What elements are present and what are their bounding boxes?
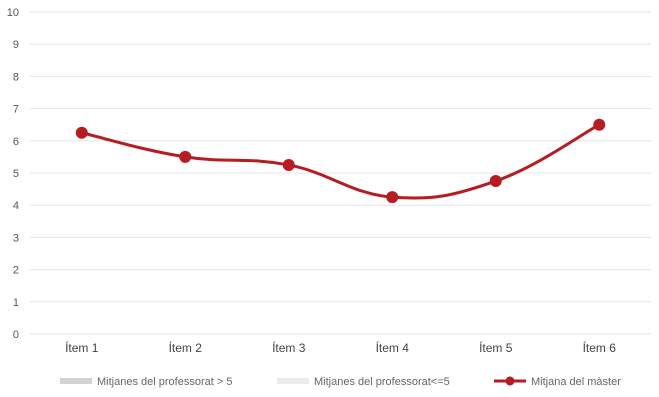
y-tick-label: 10 (7, 7, 19, 19)
data-point (489, 175, 502, 188)
legend-label: Mitjana del màster (531, 376, 621, 388)
y-tick-label: 1 (13, 297, 19, 309)
legend: Mitjanes del professorat > 5 Mitjanes del… (60, 376, 621, 388)
x-tick-label: Ítem 4 (376, 340, 410, 355)
y-tick-label: 9 (13, 39, 19, 51)
x-tick-label: Ítem 6 (583, 340, 617, 355)
data-point (593, 118, 606, 131)
y-tick-label: 7 (13, 104, 19, 116)
data-point (282, 158, 295, 171)
legend-marker (505, 376, 515, 386)
legend-swatch (277, 378, 309, 384)
legend-label: Mitjanes del professorat > 5 (97, 376, 232, 388)
x-tick-label: Ítem 1 (65, 340, 99, 355)
data-point (386, 191, 399, 204)
series-line (80, 123, 601, 200)
y-tick-label: 2 (13, 265, 19, 277)
y-tick-label: 5 (13, 168, 19, 180)
y-tick-label: 3 (13, 232, 19, 244)
x-tick-label: Ítem 5 (479, 340, 513, 355)
y-tick-label: 4 (13, 200, 19, 212)
y-tick-label: 0 (13, 329, 19, 341)
legend-label: Mitjanes del professorat<=5 (314, 376, 450, 388)
y-tick-label: 6 (13, 136, 19, 148)
y-tick-label: 8 (13, 71, 19, 83)
x-axis: Ítem 1 Ítem 2 Ítem 3 Ítem 4 Ítem 5 Ítem 6 (65, 340, 616, 355)
y-axis: 0 1 2 3 4 5 6 7 8 9 10 (7, 7, 19, 341)
legend-swatch (60, 378, 92, 384)
series-layer (75, 118, 606, 204)
data-point (75, 126, 88, 139)
x-tick-label: Ítem 2 (169, 340, 203, 355)
grid (30, 11, 651, 335)
x-tick-label: Ítem 3 (272, 340, 306, 355)
data-point (179, 150, 192, 163)
